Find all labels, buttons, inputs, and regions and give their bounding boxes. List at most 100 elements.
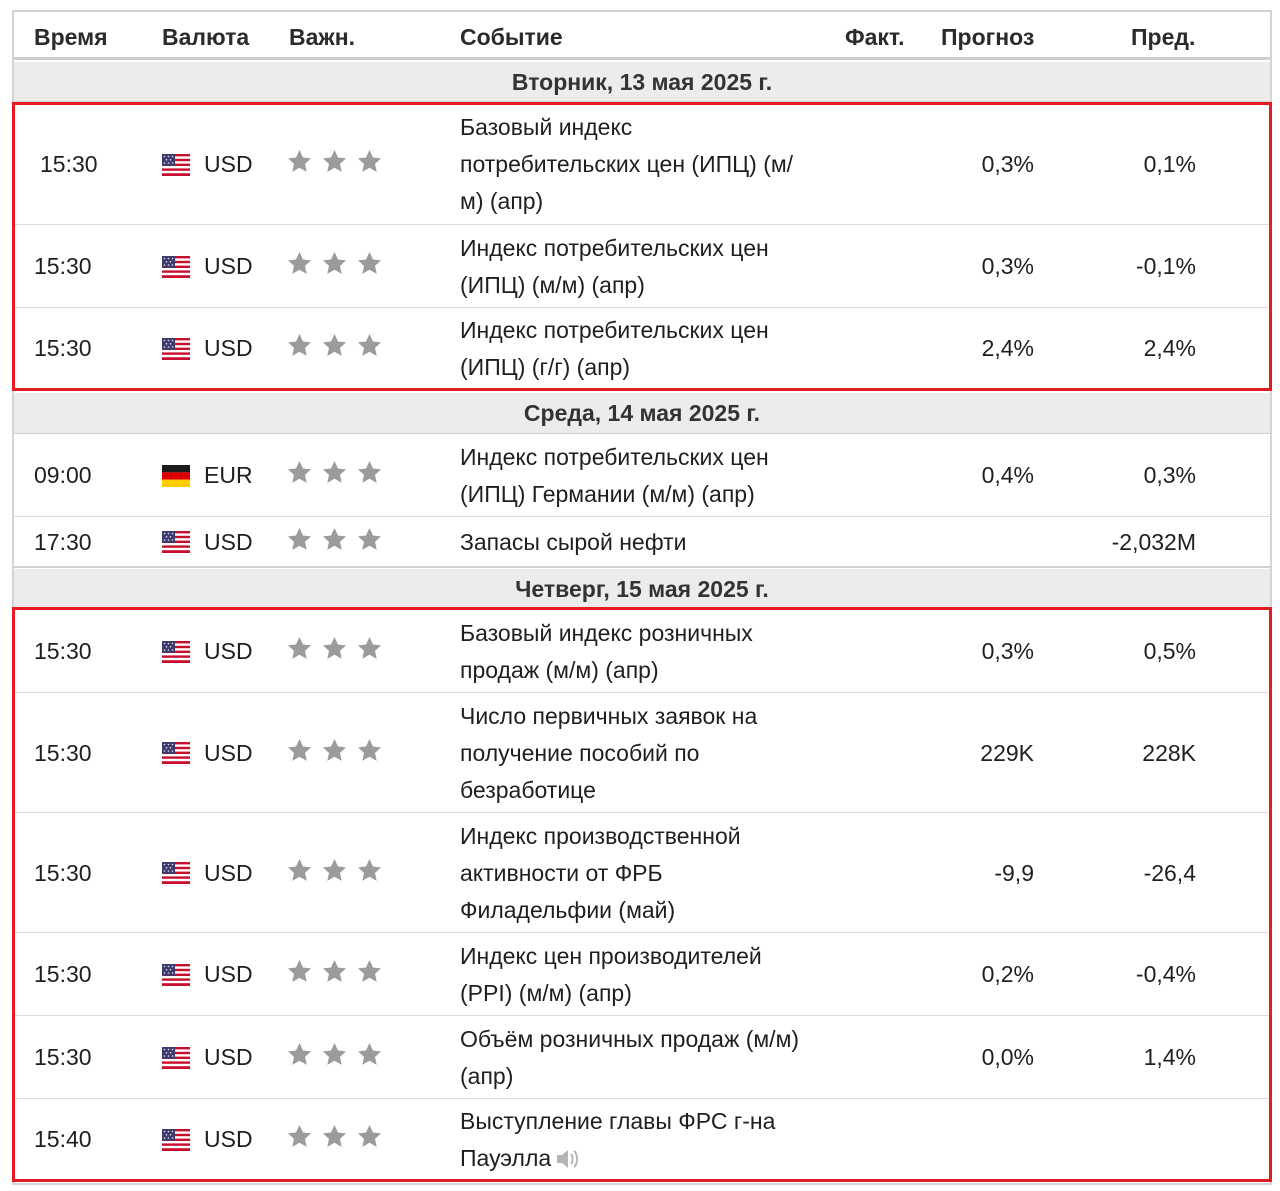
star-icon <box>321 857 356 890</box>
event-time: 17:30 <box>34 528 92 555</box>
event-title-cell[interactable]: Индекс производственной активности от ФР… <box>460 814 810 932</box>
event-title[interactable]: Индекс потребительских цен (ИПЦ) (м/м) (… <box>460 234 769 298</box>
star-icon <box>356 459 391 492</box>
event-previous: 0,1% <box>1143 151 1196 177</box>
event-row[interactable]: 15:30 USD Число первичных заявок на получе… <box>14 694 1270 813</box>
event-currency: USD <box>204 638 253 664</box>
event-title[interactable]: Объём розничных продаж (м/м) (апр) <box>460 1025 800 1089</box>
event-title[interactable]: Запасы сырой нефти <box>460 528 687 555</box>
event-title[interactable]: Индекс потребительских цен (ИПЦ) Германи… <box>460 443 769 507</box>
us-flag-icon <box>162 694 190 812</box>
event-row[interactable]: 15:30 USD Объём розничных продаж (м/м) (ап… <box>14 1017 1270 1099</box>
star-icon <box>286 148 321 181</box>
event-title[interactable]: Выступление главы ФРС г-на Пауэлла <box>460 1107 776 1171</box>
star-icon <box>286 526 321 559</box>
event-title[interactable]: Базовый индекс розничных продаж (м/м) (а… <box>460 619 753 683</box>
header-event[interactable]: Событие <box>460 24 563 50</box>
star-icon <box>321 737 356 770</box>
star-icon <box>356 250 391 283</box>
event-title-cell[interactable]: Объём розничных продаж (м/м) (апр) <box>460 1017 810 1098</box>
us-flag-icon <box>162 518 190 566</box>
star-icon <box>356 635 391 668</box>
event-title-cell[interactable]: Запасы сырой нефти <box>460 518 810 566</box>
star-icon <box>286 332 321 365</box>
star-icon <box>321 526 356 559</box>
header-forecast[interactable]: Прогноз <box>941 24 1035 50</box>
event-time: 09:00 <box>34 462 92 488</box>
event-title-cell[interactable]: Число первичных заявок на получение посо… <box>460 694 810 812</box>
star-icon <box>286 857 321 890</box>
day-label: Вторник, 13 мая 2025 г. <box>511 69 773 95</box>
event-forecast: 0,3% <box>981 638 1034 664</box>
importance-stars <box>286 518 391 566</box>
us-flag-icon <box>162 1100 190 1179</box>
star-icon <box>321 250 356 283</box>
event-forecast: 0,3% <box>981 253 1034 279</box>
event-title[interactable]: Индекс производственной активности от ФР… <box>460 822 741 923</box>
event-row[interactable]: 15:30 USD Индекс цен производителей (PPI) … <box>14 934 1270 1016</box>
event-title-cell[interactable]: Выступление главы ФРС г-на Пауэлла <box>460 1100 810 1179</box>
star-icon <box>321 332 356 365</box>
event-title-cell[interactable]: Индекс цен производителей (PPI) (м/м) (а… <box>460 934 810 1015</box>
star-icon <box>286 635 321 668</box>
us-flag-icon <box>162 1017 190 1098</box>
star-icon <box>321 635 356 668</box>
star-icon <box>356 332 391 365</box>
event-previous: -0,4% <box>1135 961 1196 987</box>
event-currency: USD <box>204 528 253 555</box>
event-title-cell[interactable]: Индекс потребительских цен (ИПЦ) (г/г) (… <box>460 309 810 388</box>
event-previous: -26,4 <box>1143 859 1196 886</box>
event-title-cell[interactable]: Индекс потребительских цен (ИПЦ) Германи… <box>460 435 810 516</box>
us-flag-icon <box>162 814 190 932</box>
event-forecast: -9,9 <box>994 859 1034 886</box>
header-importance[interactable]: Важн. <box>289 24 355 50</box>
event-title-cell[interactable]: Базовый индекс розничных продаж (м/м) (а… <box>460 611 810 692</box>
event-row[interactable]: 09:00 EUR Индекс потребительских цен (ИПЦ)… <box>14 435 1270 517</box>
day-header: Четверг, 15 мая 2025 г. <box>14 569 1270 610</box>
day-label: Четверг, 15 мая 2025 г. <box>515 576 769 602</box>
event-currency: USD <box>204 961 253 987</box>
event-previous: -0,1% <box>1135 253 1196 279</box>
star-icon <box>321 148 356 181</box>
us-flag-icon <box>162 309 190 388</box>
event-currency: USD <box>204 253 253 279</box>
event-row[interactable]: 15:30 USD Индекс потребительских цен (ИПЦ)… <box>14 226 1270 308</box>
header-actual[interactable]: Факт. <box>845 24 905 50</box>
event-row[interactable]: 15:40 USD Выступление главы ФРС г-на Пауэл… <box>14 1100 1270 1180</box>
event-row[interactable]: 15:30 USD Индекс потребительских цен (ИПЦ)… <box>14 309 1270 389</box>
event-previous: 0,3% <box>1143 462 1196 488</box>
event-currency: USD <box>204 1126 253 1152</box>
event-time: 15:30 <box>34 859 92 886</box>
event-row[interactable]: 17:30 USD Запасы сырой нефти -2,032M <box>14 518 1270 568</box>
header-time[interactable]: Время <box>34 24 108 50</box>
event-previous: 228K <box>1142 739 1196 766</box>
star-icon <box>356 1123 391 1156</box>
star-icon <box>356 148 391 181</box>
event-currency: USD <box>204 859 253 886</box>
event-row[interactable]: 15:30 USD Базовый индекс розничных продаж … <box>14 611 1270 693</box>
importance-stars <box>286 226 391 307</box>
event-title[interactable]: Базовый индекс потребительских цен (ИПЦ)… <box>460 114 794 214</box>
event-time: 15:30 <box>34 1044 92 1070</box>
speaker-icon[interactable] <box>551 1145 581 1171</box>
star-icon <box>286 459 321 492</box>
event-time: 15:30 <box>40 151 98 177</box>
event-time: 15:40 <box>34 1126 92 1152</box>
event-title[interactable]: Индекс цен производителей (PPI) (м/м) (а… <box>460 942 762 1006</box>
event-title[interactable]: Индекс потребительских цен (ИПЦ) (г/г) (… <box>460 316 769 380</box>
importance-stars <box>286 611 391 692</box>
event-title-cell[interactable]: Базовый индекс потребительских цен (ИПЦ)… <box>460 105 810 224</box>
star-icon <box>356 737 391 770</box>
header-currency[interactable]: Валюта <box>162 24 250 50</box>
event-title-cell[interactable]: Индекс потребительских цен (ИПЦ) (м/м) (… <box>460 226 810 307</box>
event-title[interactable]: Число первичных заявок на получение посо… <box>460 702 758 803</box>
event-currency: USD <box>204 739 253 766</box>
event-time: 15:30 <box>34 638 92 664</box>
us-flag-icon <box>162 105 190 224</box>
day-header: Среда, 14 мая 2025 г. <box>14 393 1270 434</box>
header-previous[interactable]: Пред. <box>1131 24 1196 50</box>
event-row[interactable]: 15:30 USD Индекс производственной активнос… <box>14 814 1270 933</box>
event-row[interactable]: 15:30 USD Базовый индекс потребительских ц… <box>14 105 1270 225</box>
importance-stars <box>286 814 391 932</box>
event-previous: 1,4% <box>1143 1044 1196 1070</box>
